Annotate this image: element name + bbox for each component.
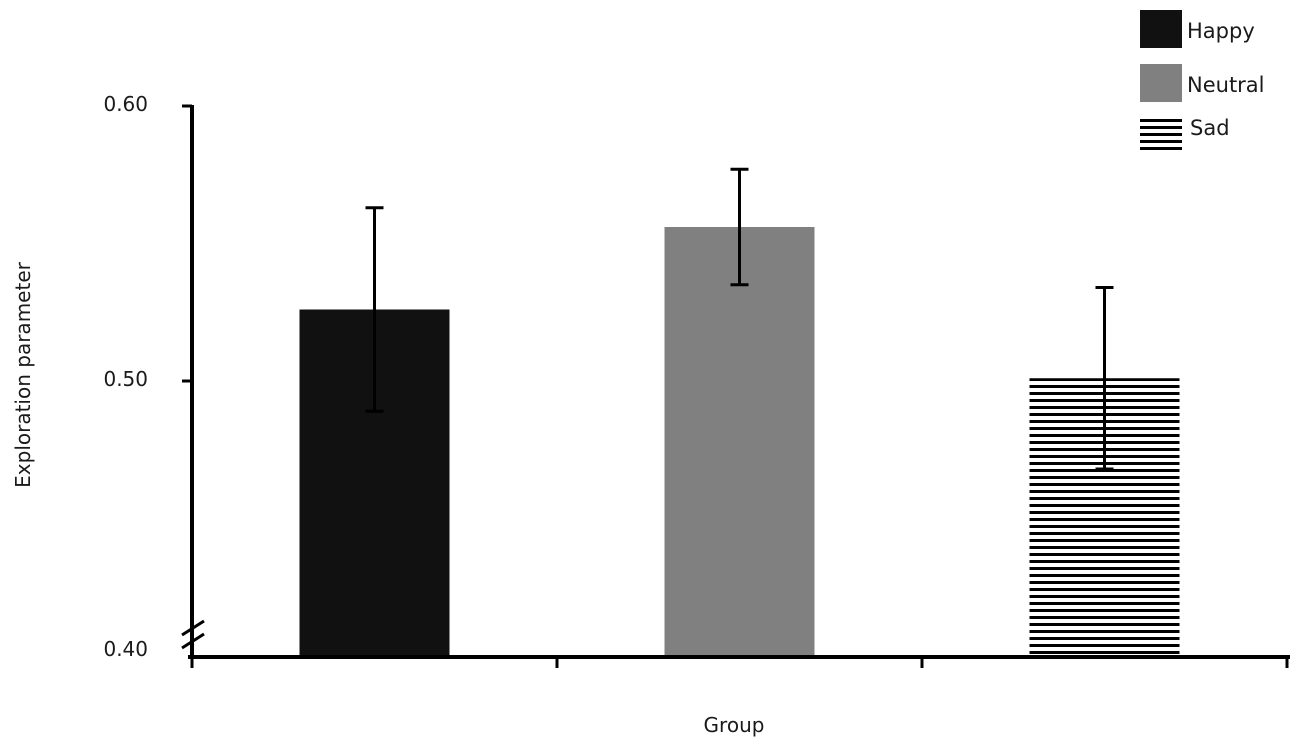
error-bar-neutral — [730, 167, 749, 287]
y-tick-label-050: 0.50 — [103, 367, 148, 391]
bar-neutral — [664, 227, 815, 656]
legend-swatch-happy — [1140, 10, 1182, 48]
error-bars-layer — [365, 167, 1114, 471]
x-axis-title: Group — [704, 713, 765, 737]
legend-swatch-neutral — [1140, 64, 1182, 102]
legend: Happy Neutral Sad — [1140, 10, 1265, 150]
legend-label-neutral: Neutral — [1187, 73, 1265, 97]
legend-label-sad: Sad — [1190, 116, 1230, 140]
axis-break-mark — [181, 619, 205, 650]
y-tick-label-040: 0.40 — [103, 637, 148, 661]
bars-layer — [299, 227, 1180, 656]
error-bar-happy — [365, 206, 384, 413]
legend-label-happy: Happy — [1187, 19, 1255, 43]
y-axis-title: Exploration parameter — [11, 261, 35, 487]
error-bar-sad — [1095, 286, 1114, 471]
y-tick-label-060: 0.60 — [103, 92, 148, 116]
legend-swatch-sad — [1140, 117, 1182, 150]
